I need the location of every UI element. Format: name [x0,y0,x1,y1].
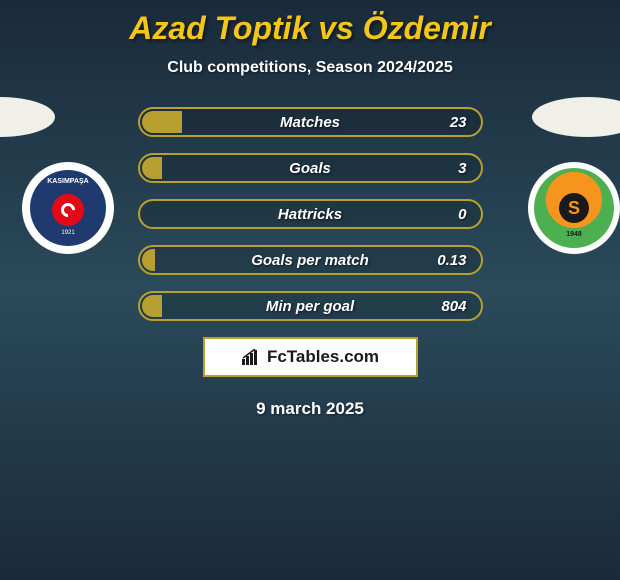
badge-right-year: 1948 [566,231,582,238]
badge-right-letter: S [559,193,589,223]
stat-value: 0 [458,206,466,223]
stat-label: Min per goal [266,298,354,315]
subtitle: Club competitions, Season 2024/2025 [0,59,620,77]
club-badge-left: KASIMPAŞA 1921 [22,162,114,254]
chart-icon [241,349,261,365]
stat-value: 23 [450,114,467,131]
brand-box[interactable]: FcTables.com [203,337,418,377]
stat-row: Min per goal 804 [138,291,483,321]
stat-label: Goals per match [251,252,369,269]
stat-fill [142,249,156,271]
stat-row: Hattricks 0 [138,199,483,229]
player-left-silhouette [0,97,55,137]
crescent-icon [58,200,78,220]
badge-left-year: 1921 [61,230,74,236]
player-left: KASIMPAŞA 1921 [0,97,114,254]
badge-right-inner: S 1948 [534,168,614,248]
brand-text: FcTables.com [267,347,379,367]
badge-left-inner: KASIMPAŞA 1921 [30,170,106,246]
stat-value: 804 [441,298,466,315]
stat-label: Hattricks [278,206,342,223]
badge-left-flag [52,194,84,226]
stat-label: Matches [280,114,340,131]
stat-row: Goals per match 0.13 [138,245,483,275]
club-badge-right: S 1948 [528,162,620,254]
date-text: 9 march 2025 [0,399,620,419]
stat-row: Goals 3 [138,153,483,183]
badge-left-name: KASIMPAŞA [47,178,88,185]
player-right: S 1948 [532,97,620,254]
stat-value: 0.13 [437,252,466,269]
player-right-silhouette [532,97,620,137]
page-title: Azad Toptik vs Özdemir [0,0,620,47]
stats-list: Matches 23 Goals 3 Hattricks 0 Goals per match… [138,107,483,321]
comparison-content: KASIMPAŞA 1921 S 1948 Matches 23 Goals 3 Hat… [0,107,620,419]
stat-fill [142,157,162,179]
stat-row: Matches 23 [138,107,483,137]
stat-value: 3 [458,160,466,177]
stat-label: Goals [289,160,331,177]
stat-fill [142,295,162,317]
stat-fill [142,111,183,133]
